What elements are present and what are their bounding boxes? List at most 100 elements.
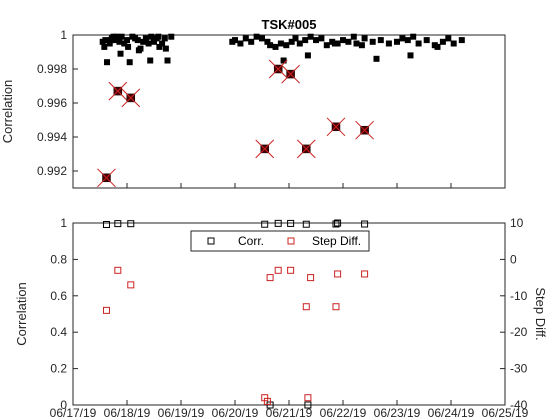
top-point-flag-cross	[355, 120, 374, 140]
bottom-point-step	[127, 281, 135, 289]
top-point-normal	[106, 40, 113, 47]
bottom-point-corr	[127, 220, 135, 228]
top-point-normal	[399, 35, 406, 42]
top-point-normal	[164, 57, 171, 64]
top-point-flag-cross	[97, 168, 116, 188]
top-point-normal	[107, 37, 114, 44]
top-point-normal	[353, 40, 360, 47]
top-point-normal	[242, 35, 249, 42]
bottom-y-tick-label: 1	[60, 216, 67, 230]
legend-box	[190, 230, 370, 252]
top-point-normal	[145, 40, 152, 47]
top-point-normal	[277, 40, 284, 47]
bottom-point-corr	[334, 219, 342, 227]
bottom-point-corr	[274, 219, 282, 227]
top-point-flag-cross	[296, 139, 316, 159]
top-point-normal	[404, 37, 411, 44]
top-point-normal	[340, 37, 346, 44]
top-point-normal	[237, 40, 244, 47]
top-y-tick-label: 0.992	[37, 164, 67, 178]
top-point-normal	[288, 38, 295, 45]
top-point-normal	[259, 35, 265, 42]
chart-title: TSK#005	[262, 17, 317, 32]
top-point-normal	[458, 37, 465, 44]
top-point-normal	[407, 52, 414, 59]
top-point-normal	[155, 33, 162, 40]
top-point-normal	[296, 40, 303, 47]
bottom-y-tick-label: 0.8	[50, 252, 67, 266]
legend-marker-step	[287, 237, 295, 245]
top-point-normal	[434, 43, 441, 50]
bottom-x-tick-label: 06/18/19	[104, 406, 151, 420]
top-point-normal	[124, 37, 130, 44]
bottom-x-tick-label: 06/20/19	[212, 406, 259, 420]
top-point-normal	[121, 40, 128, 47]
top-point-normal	[104, 59, 111, 66]
top-point-normal	[318, 35, 325, 42]
top-point-normal	[331, 40, 338, 47]
bottom-point-step	[361, 270, 369, 278]
bottom-point-step	[302, 303, 310, 311]
top-point-normal	[350, 33, 357, 40]
top-point-normal	[450, 40, 457, 47]
top-y-tick-label: 0.998	[37, 62, 67, 76]
top-point-normal	[323, 42, 330, 49]
top-point-normal	[377, 37, 384, 44]
legend-label-step: Step Diff.	[312, 234, 361, 248]
top-point-normal	[373, 55, 380, 62]
bottom-point-corr	[114, 220, 122, 228]
bottom-point-corr	[261, 220, 269, 228]
top-point-normal	[272, 43, 279, 50]
bottom-point-corr	[302, 220, 310, 228]
top-point-normal	[267, 42, 274, 49]
top-point-normal	[415, 40, 422, 47]
bottom-point-corr	[361, 220, 369, 228]
bottom-y-tick-label: 0.6	[50, 289, 67, 303]
top-point-normal	[151, 38, 157, 45]
bottom-y-right-tick-label: 10	[510, 216, 524, 230]
top-point-normal	[114, 35, 121, 42]
bottom-point-step	[332, 303, 340, 311]
bottom-y-right-tick-label: -20	[510, 325, 528, 339]
top-point-flag-cross	[121, 88, 141, 108]
bottom-point-step	[274, 266, 282, 274]
top-point-normal	[101, 43, 108, 50]
top-y-tick-label: 0.994	[37, 130, 67, 144]
bottom-x-tick-label: 06/21/19	[266, 406, 313, 420]
top-point-flag-cross	[255, 139, 275, 159]
top-point-normal	[445, 35, 452, 42]
top-point-normal	[147, 57, 154, 64]
top-point-normal	[394, 38, 400, 45]
bottom-point-corr	[332, 220, 340, 228]
top-point-normal	[292, 35, 299, 42]
top-point-normal	[385, 40, 392, 47]
bottom-x-tick-label: 06/24/19	[428, 406, 475, 420]
top-point-flag-cross	[326, 117, 346, 137]
bottom-point-step	[266, 274, 274, 282]
top-point-normal	[358, 42, 365, 49]
bottom-point-step	[304, 394, 312, 402]
top-point-normal	[116, 38, 123, 45]
top-point-flag-cross	[281, 64, 300, 84]
top-point-normal	[313, 37, 319, 44]
top-point-normal	[280, 57, 287, 64]
top-point-normal	[102, 37, 109, 44]
top-point-normal	[307, 33, 314, 40]
bottom-x-tick-label: 06/17/19	[50, 406, 97, 420]
bottom-point-step	[102, 306, 110, 314]
bottom-y-tick-label: 0.4	[50, 325, 67, 339]
bottom-point-corr	[287, 219, 295, 227]
bottom-y-right-axis-label: Step Diff.	[533, 287, 548, 340]
bottom-y-right-tick-label: -40	[510, 398, 528, 412]
top-point-normal	[148, 33, 155, 40]
bottom-point-step	[334, 270, 342, 278]
legend-label-corr: Corr.	[238, 234, 264, 248]
top-y-tick-label: 0.996	[37, 96, 67, 110]
bottom-x-tick-label: 06/25/19	[482, 406, 529, 420]
top-point-normal	[423, 37, 430, 44]
top-y-axis-label: Correlation	[0, 80, 15, 144]
top-point-normal	[369, 38, 376, 45]
top-point-normal	[345, 38, 352, 45]
